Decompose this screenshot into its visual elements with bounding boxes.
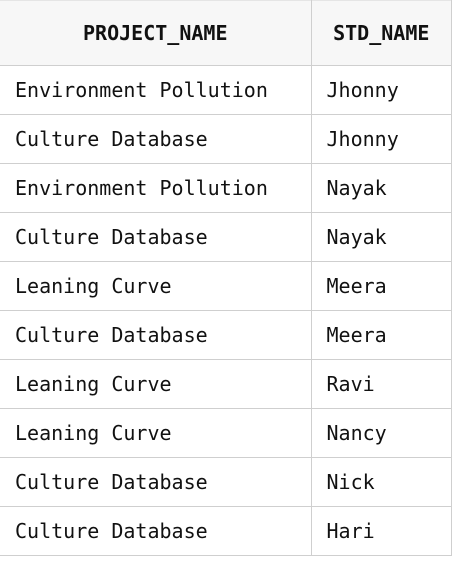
cell-project-name: Culture Database	[0, 114, 312, 164]
table-row: Leaning Curve Nancy	[0, 408, 452, 458]
column-header-project-name[interactable]: PROJECT_NAME	[0, 0, 312, 66]
table-row: Culture Database Nick	[0, 457, 452, 507]
table-row: Leaning Curve Meera	[0, 261, 452, 311]
table-row: Culture Database Nayak	[0, 212, 452, 262]
cell-std-name: Hari	[310, 506, 452, 556]
table-row: Environment Pollution Nayak	[0, 163, 452, 213]
table-header: PROJECT_NAME STD_NAME	[0, 0, 452, 66]
table-row: Leaning Curve Ravi	[0, 359, 452, 409]
cell-project-name: Environment Pollution	[0, 65, 312, 115]
cell-std-name: Ravi	[310, 359, 452, 409]
results-table: PROJECT_NAME STD_NAME Environment Pollut…	[0, 0, 452, 556]
cell-std-name: Meera	[310, 261, 452, 311]
table-row: Culture Database Meera	[0, 310, 452, 360]
cell-std-name: Nick	[310, 457, 452, 507]
cell-project-name: Leaning Curve	[0, 261, 312, 311]
table-body: Environment Pollution Jhonny Culture Dat…	[0, 65, 452, 556]
table-row: Culture Database Jhonny	[0, 114, 452, 164]
cell-project-name: Culture Database	[0, 310, 312, 360]
cell-std-name: Nayak	[310, 163, 452, 213]
cell-project-name: Culture Database	[0, 457, 312, 507]
cell-std-name: Jhonny	[310, 114, 452, 164]
table-row: Environment Pollution Jhonny	[0, 65, 452, 115]
cell-std-name: Nancy	[310, 408, 452, 458]
table-row: Culture Database Hari	[0, 506, 452, 556]
cell-project-name: Culture Database	[0, 506, 312, 556]
cell-project-name: Leaning Curve	[0, 359, 312, 409]
cell-std-name: Meera	[310, 310, 452, 360]
cell-std-name: Nayak	[310, 212, 452, 262]
cell-project-name: Environment Pollution	[0, 163, 312, 213]
header-row: PROJECT_NAME STD_NAME	[0, 0, 452, 66]
cell-std-name: Jhonny	[310, 65, 452, 115]
column-header-std-name[interactable]: STD_NAME	[310, 0, 452, 66]
cell-project-name: Culture Database	[0, 212, 312, 262]
cell-project-name: Leaning Curve	[0, 408, 312, 458]
